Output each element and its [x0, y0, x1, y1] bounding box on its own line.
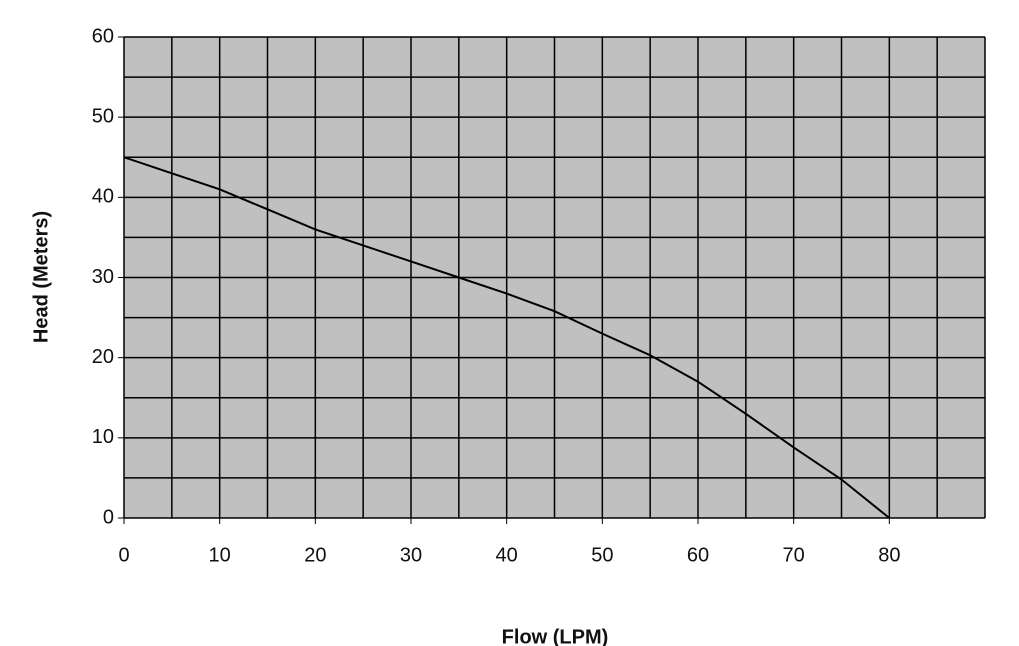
- x-tick-label: 60: [687, 544, 709, 566]
- x-tick-label: 20: [304, 544, 326, 566]
- y-tick-label: 20: [92, 346, 114, 368]
- curve: [123, 156, 890, 519]
- y-tick-label: 40: [92, 186, 114, 208]
- y-tick-label: 50: [92, 105, 114, 127]
- y-tick-label: 10: [92, 426, 114, 448]
- y-axis-title: Head (Meters): [30, 211, 52, 343]
- x-tick-label: 10: [209, 544, 231, 566]
- x-tick-label: 80: [878, 544, 900, 566]
- y-tick-label: 30: [92, 266, 114, 288]
- x-tick-label: 50: [591, 544, 613, 566]
- x-tick-label: 40: [496, 544, 518, 566]
- x-tick-label: 30: [400, 544, 422, 566]
- y-tick-label: 0: [103, 506, 114, 528]
- x-tick-label: 0: [118, 544, 129, 566]
- y-tick-label: 60: [92, 25, 114, 47]
- x-axis-title: Flow (LPM): [502, 626, 609, 646]
- x-tick-label: 70: [783, 544, 805, 566]
